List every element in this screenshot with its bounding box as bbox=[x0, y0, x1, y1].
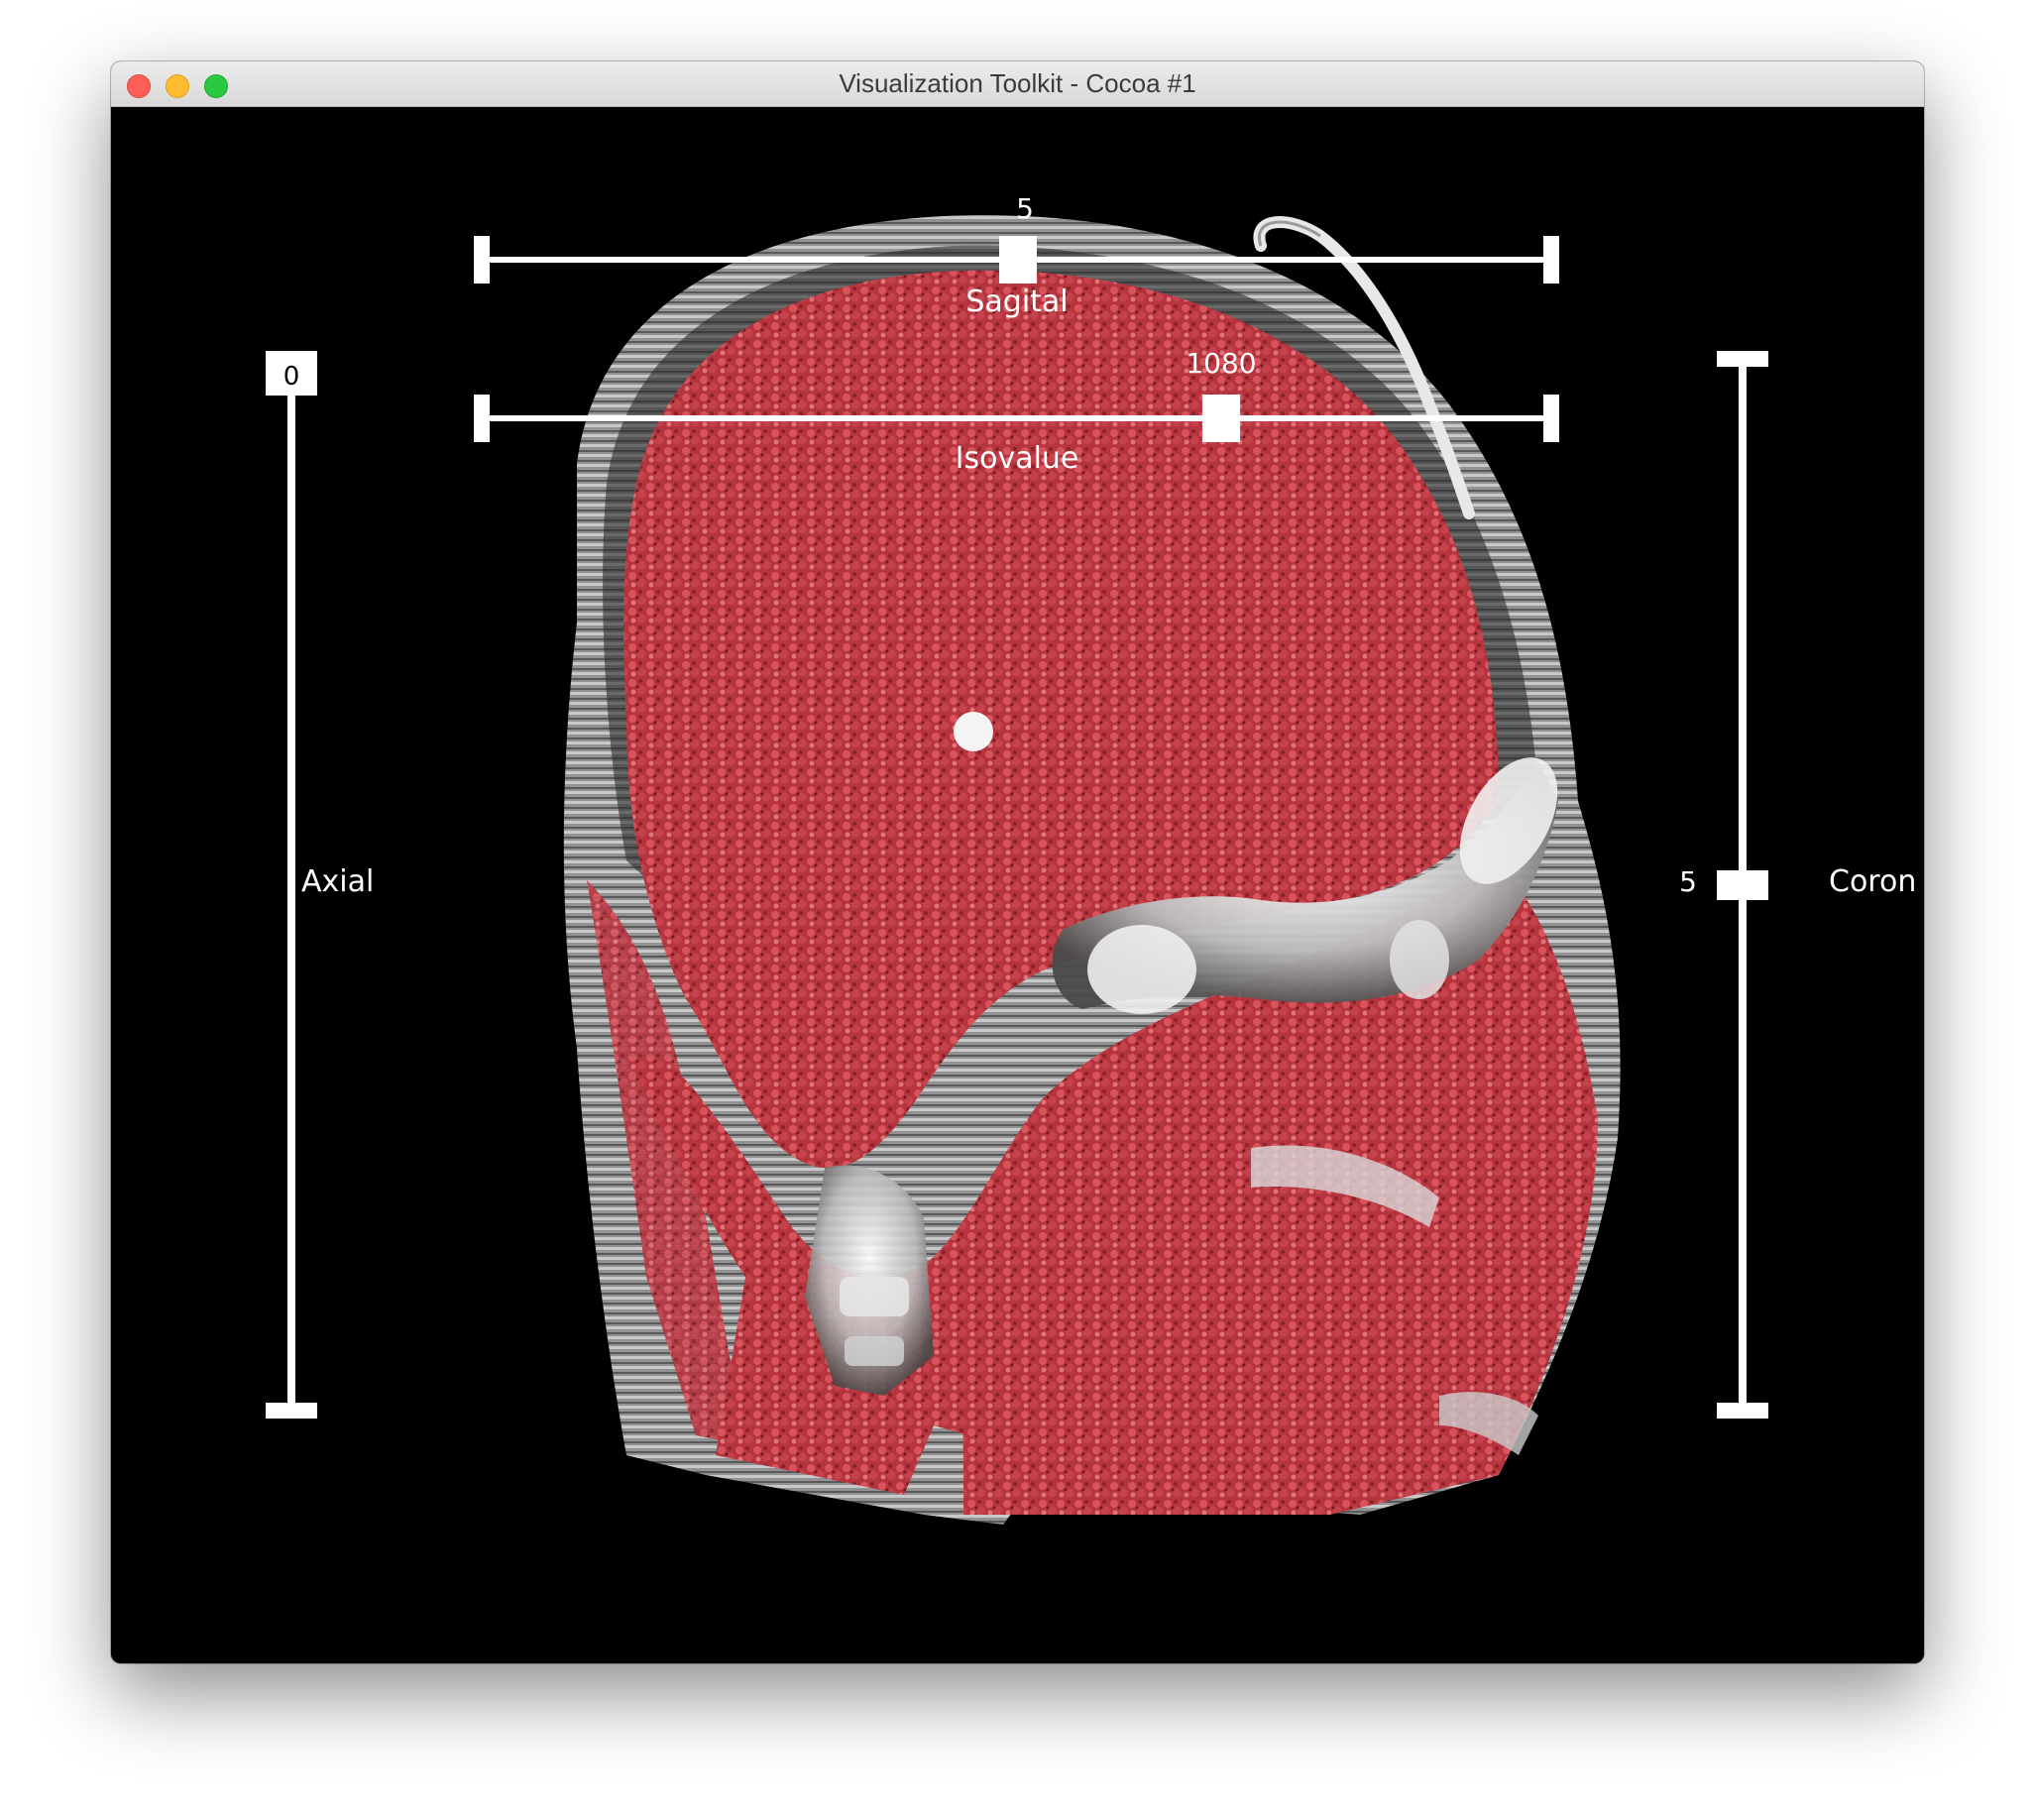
close-button[interactable] bbox=[127, 74, 151, 98]
axial-slider-handle[interactable] bbox=[266, 351, 317, 396]
ct-head-isosurface-icon bbox=[563, 215, 1621, 1525]
sagital-slider-right-cap bbox=[1543, 236, 1559, 284]
window-title: Visualization Toolkit - Cocoa #1 bbox=[839, 68, 1196, 98]
coronal-slider-bottom-cap bbox=[1717, 1403, 1768, 1419]
isovalue-slider-left-cap bbox=[474, 395, 490, 442]
sagital-slider[interactable]: 5 Sagital bbox=[474, 192, 1559, 319]
axial-slider-label: Axial bbox=[301, 864, 374, 899]
axial-slider-bottom-cap bbox=[266, 1403, 317, 1419]
coronal-slider[interactable]: 5 Coron bbox=[1679, 351, 1916, 1419]
title-bar[interactable]: Visualization Toolkit - Cocoa #1 bbox=[111, 61, 1924, 107]
coronal-slider-label: Coron bbox=[1829, 864, 1916, 899]
sagital-slider-left-cap bbox=[474, 236, 490, 284]
render-canvas[interactable]: 5 Sagital 1080 Isovalue 0 Axial bbox=[111, 107, 1924, 1663]
vtk-window: Visualization Toolkit - Cocoa #1 bbox=[111, 61, 1924, 1663]
sagital-slider-handle[interactable] bbox=[999, 236, 1037, 284]
sagital-slider-value: 5 bbox=[1016, 192, 1034, 225]
render-viewport[interactable]: 5 Sagital 1080 Isovalue 0 Axial bbox=[111, 107, 1924, 1663]
isovalue-slider-handle[interactable] bbox=[1202, 395, 1240, 442]
zoom-button[interactable] bbox=[204, 74, 228, 98]
axial-slider[interactable]: 0 Axial bbox=[266, 351, 374, 1419]
coronal-slider-value: 5 bbox=[1679, 865, 1697, 898]
isovalue-slider-value: 1080 bbox=[1186, 347, 1256, 380]
axial-slider-value: 0 bbox=[283, 362, 300, 392]
coronal-slider-top-cap bbox=[1717, 351, 1768, 367]
sagital-slider-label: Sagital bbox=[965, 284, 1068, 319]
coronal-slider-handle[interactable] bbox=[1717, 870, 1768, 900]
minimize-button[interactable] bbox=[166, 74, 189, 98]
isovalue-slider[interactable]: 1080 Isovalue bbox=[474, 347, 1559, 476]
isovalue-slider-right-cap bbox=[1543, 395, 1559, 442]
isovalue-slider-label: Isovalue bbox=[956, 441, 1079, 476]
